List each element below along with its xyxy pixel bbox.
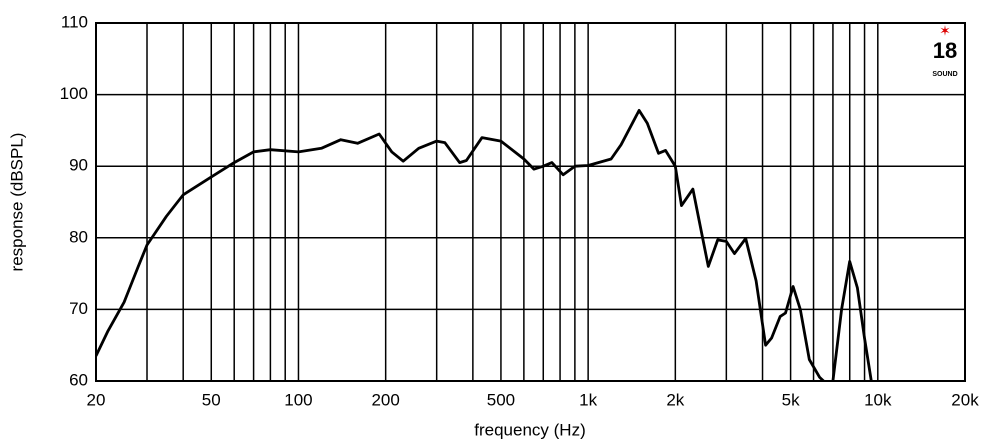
plot-frame	[95, 22, 966, 382]
response-line	[96, 109, 873, 381]
x-axis-label: frequency (Hz)	[474, 420, 585, 439]
x-tick-label: 50	[202, 390, 221, 409]
logo-text: SOUND	[932, 71, 957, 78]
y-tick-label: 70	[69, 299, 88, 318]
y-tick-label: 80	[69, 227, 88, 246]
x-tick-label: 1k	[579, 390, 597, 409]
y-tick-label: 100	[60, 84, 88, 103]
logo-star: ✶	[939, 23, 951, 39]
x-tick-label: 100	[284, 390, 312, 409]
x-tick-label: 20	[87, 390, 106, 409]
x-tick-label: 500	[487, 390, 515, 409]
y-tick-label: 60	[69, 370, 88, 389]
y-tick-label: 110	[61, 12, 88, 31]
x-tick-label: 20k	[951, 390, 979, 409]
logo: ✶ 18 SOUND	[932, 23, 957, 78]
x-tick-label: 2k	[666, 390, 684, 409]
x-tick-label: 5k	[782, 390, 800, 409]
x-tick-label: 200	[371, 390, 399, 409]
x-tick-label: 10k	[864, 390, 892, 409]
logo-number: 18	[933, 38, 957, 63]
y-axis-label: response (dBSPL)	[7, 133, 26, 272]
y-tick-label: 90	[69, 156, 88, 175]
